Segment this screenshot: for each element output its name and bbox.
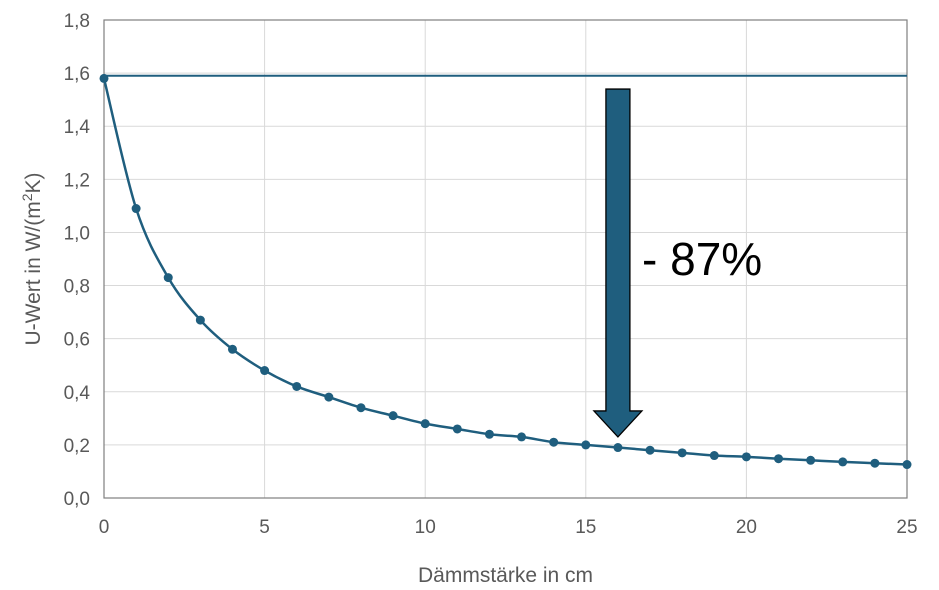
data-point bbox=[227, 344, 237, 354]
data-point bbox=[645, 445, 655, 455]
y-tick-label: 0,4 bbox=[64, 383, 91, 404]
data-point bbox=[131, 204, 141, 214]
data-point bbox=[838, 457, 848, 467]
data-point bbox=[163, 273, 173, 283]
data-point bbox=[677, 448, 687, 458]
data-point bbox=[517, 432, 527, 442]
x-tick-label: 0 bbox=[99, 517, 110, 538]
data-point bbox=[613, 443, 623, 453]
data-point bbox=[581, 440, 591, 450]
y-axis-label-main: U-Wert in W/(m bbox=[22, 201, 45, 345]
x-tick-label: 25 bbox=[896, 517, 917, 538]
data-point bbox=[741, 452, 751, 462]
x-tick-label: 15 bbox=[575, 517, 596, 538]
y-tick-label: 1,0 bbox=[64, 223, 90, 244]
data-point bbox=[356, 403, 366, 413]
data-point bbox=[388, 411, 398, 421]
y-tick-label: 0,0 bbox=[64, 489, 90, 510]
data-point bbox=[870, 458, 880, 468]
y-axis-label-end: K) bbox=[22, 172, 45, 193]
y-tick-label: 0,8 bbox=[64, 277, 90, 298]
data-points bbox=[99, 73, 912, 470]
y-tick-label: 0,6 bbox=[64, 330, 90, 351]
plot-area-frame bbox=[103, 19, 908, 499]
y-tick-label: 0,2 bbox=[64, 436, 90, 457]
x-tick-labels: 0 5 10 15 20 25 bbox=[99, 517, 918, 538]
data-point bbox=[99, 73, 109, 83]
data-point bbox=[774, 454, 784, 464]
y-tick-labels: 0,0 0,2 0,4 0,6 0,8 1,0 1,2 1,4 1,6 1,8 bbox=[64, 11, 91, 510]
y-axis-label: U-Wert in W/(m2K) bbox=[19, 172, 45, 345]
data-point bbox=[452, 424, 462, 434]
data-point bbox=[549, 437, 559, 447]
x-axis-label: Dämmstärke in cm bbox=[418, 564, 593, 587]
data-point bbox=[902, 460, 912, 470]
data-point bbox=[195, 315, 205, 325]
y-axis-label-sup: 2 bbox=[19, 193, 35, 201]
y-tick-label: 1,6 bbox=[64, 64, 90, 85]
reduction-annotation: - 87% bbox=[642, 233, 762, 285]
x-tick-label: 5 bbox=[259, 517, 270, 538]
data-point bbox=[324, 392, 334, 402]
grid bbox=[103, 19, 908, 499]
data-point bbox=[260, 366, 270, 376]
y-tick-label: 1,4 bbox=[64, 117, 91, 138]
series-line bbox=[102, 78, 908, 466]
data-point bbox=[709, 451, 719, 461]
y-tick-label: 1,2 bbox=[64, 170, 90, 191]
x-tick-label: 10 bbox=[415, 517, 436, 538]
reduction-arrow bbox=[592, 88, 644, 438]
data-point bbox=[484, 429, 494, 439]
data-point bbox=[806, 455, 816, 465]
data-point bbox=[292, 381, 302, 391]
data-point bbox=[420, 419, 430, 429]
x-tick-label: 20 bbox=[736, 517, 757, 538]
y-tick-label: 1,8 bbox=[64, 11, 90, 32]
